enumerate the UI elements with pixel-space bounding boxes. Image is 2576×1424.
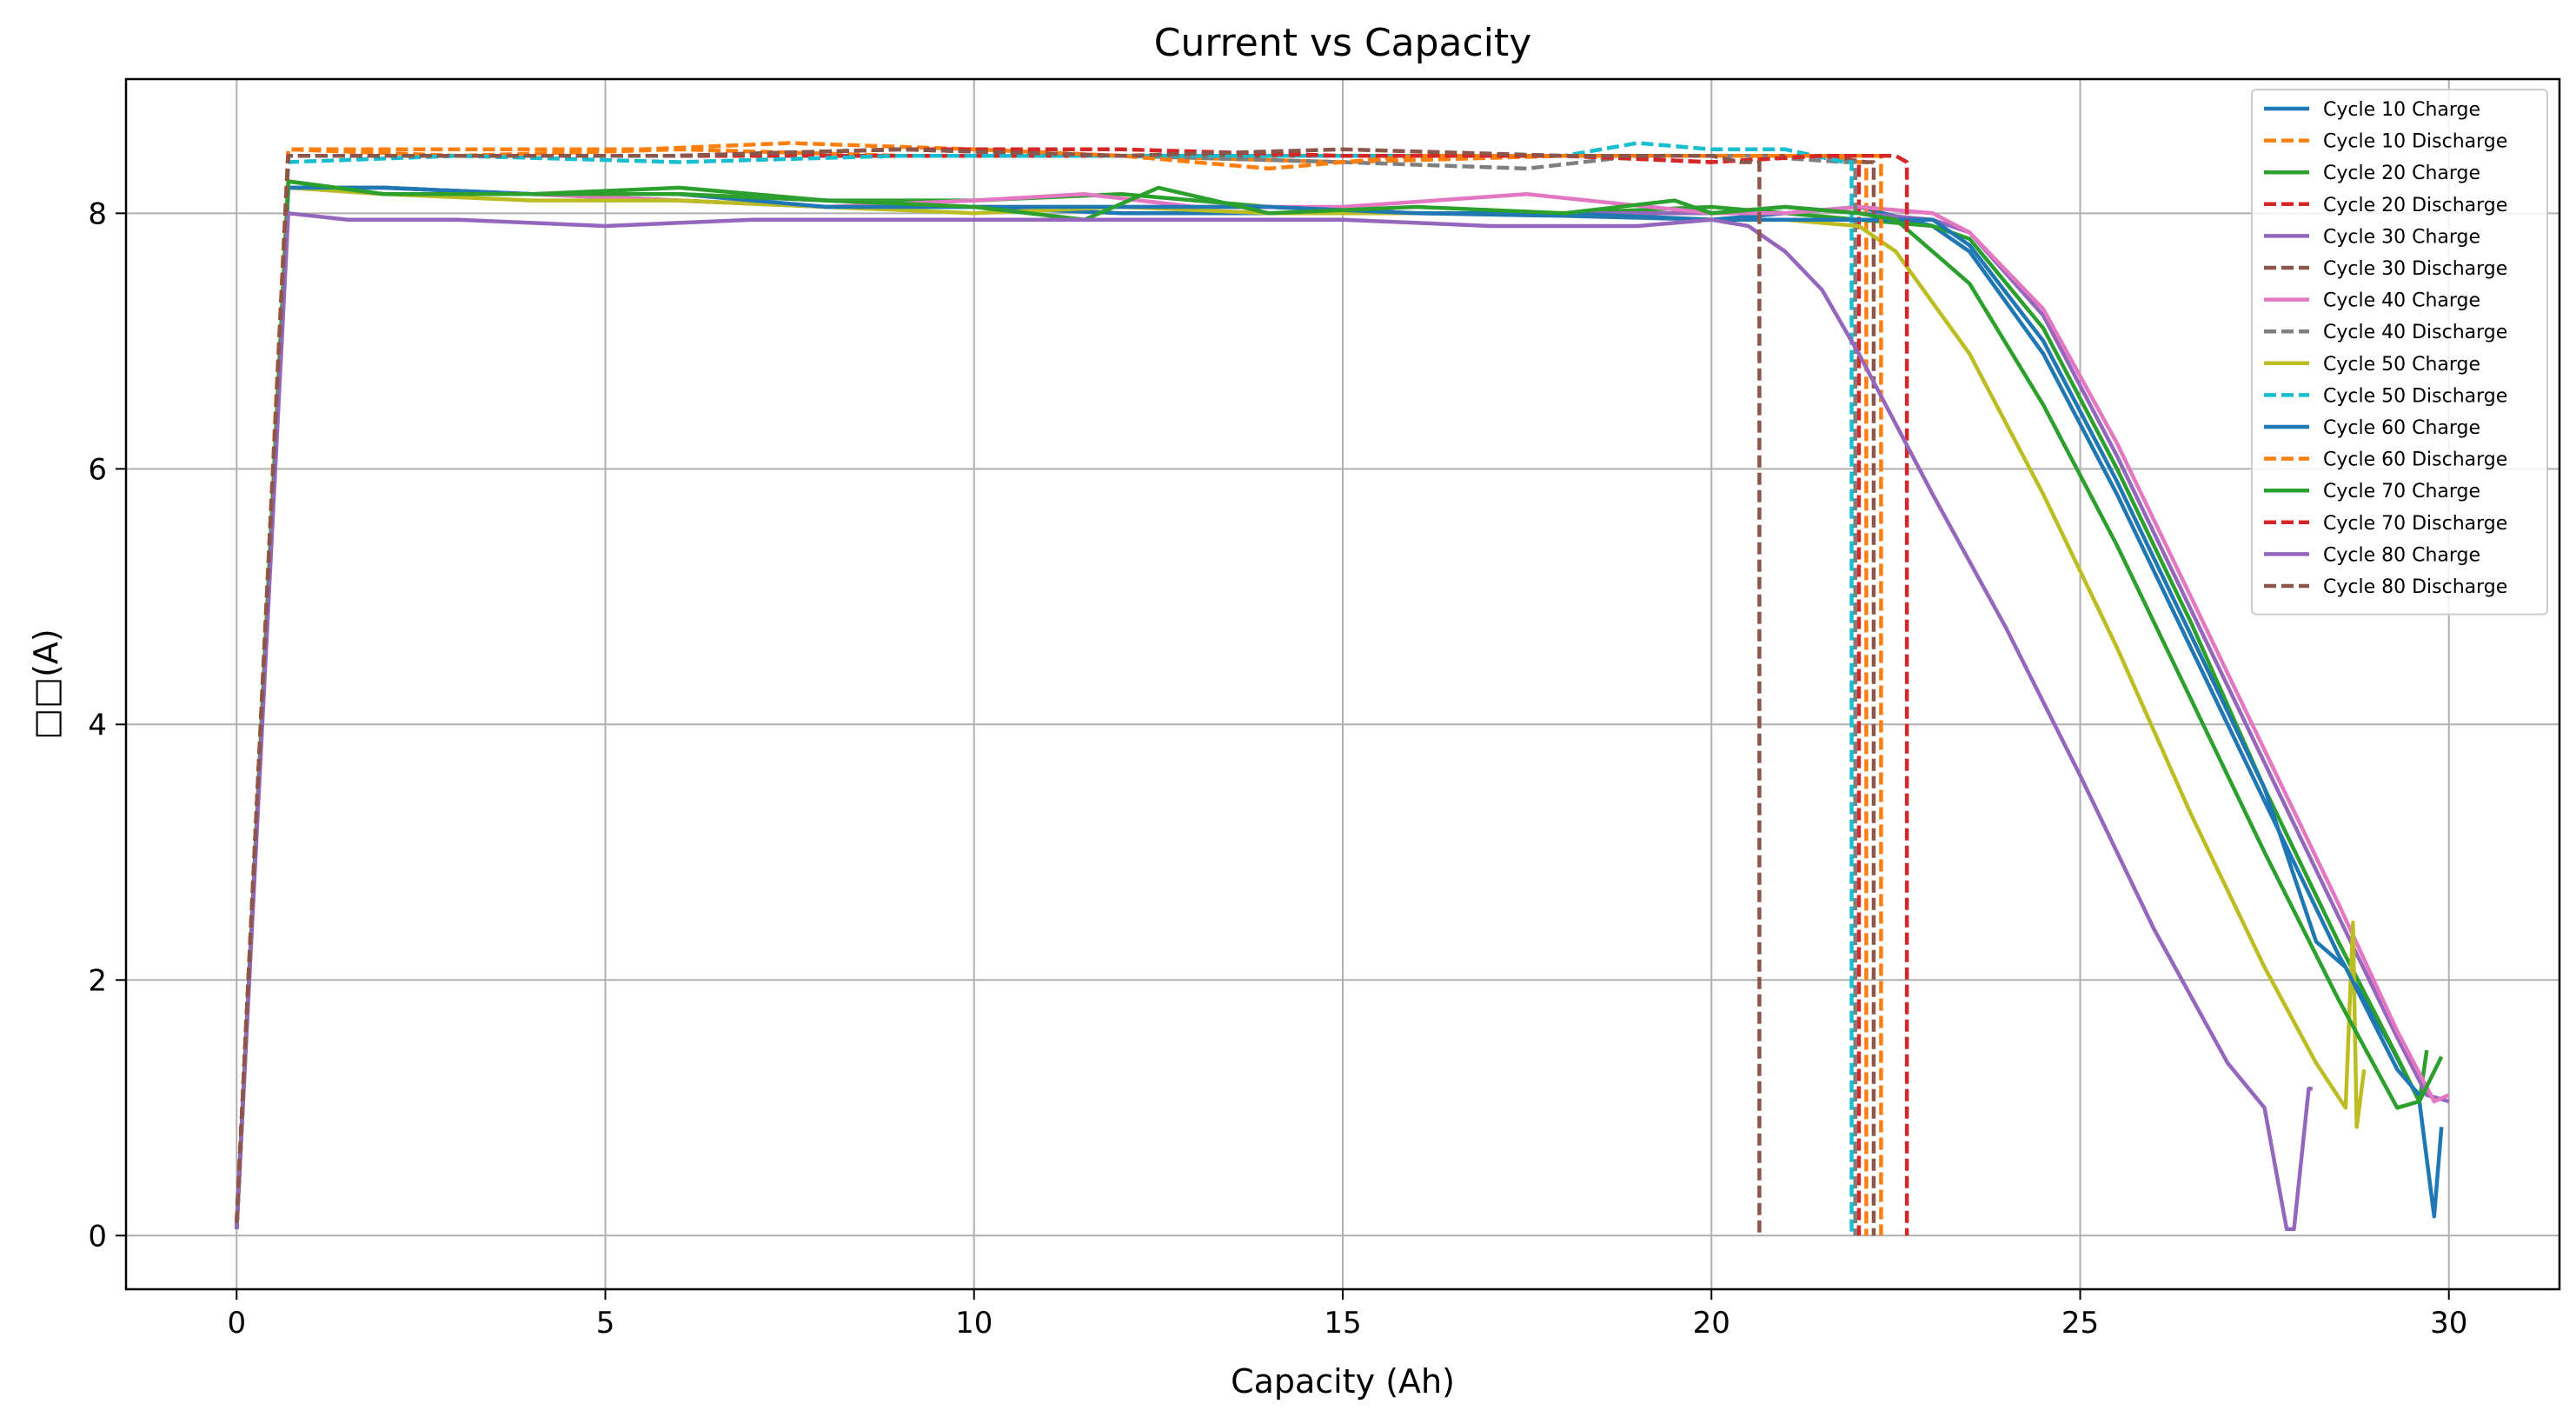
series-line-cycle-70-discharge xyxy=(235,147,1909,1236)
legend-box xyxy=(2251,89,2548,616)
legend-label: Cycle 20 Charge xyxy=(2323,163,2480,184)
series-line-cycle-10-charge xyxy=(235,185,2444,1230)
legend: Cycle 10 Charge Cycle 10 Discharge Cycle 2… xyxy=(2251,89,2548,616)
legend-label: Cycle 30 Discharge xyxy=(2323,258,2507,280)
series-line-cycle-20-discharge xyxy=(235,153,1862,1236)
legend-label: Cycle 80 Charge xyxy=(2323,544,2480,566)
series-line-cycle-70-charge xyxy=(235,179,2444,1230)
legend-label: Cycle 40 Discharge xyxy=(2323,322,2507,343)
x-tick-label: 30 xyxy=(2430,1306,2467,1341)
x-tick-label: 5 xyxy=(596,1306,615,1341)
series-line-cycle-10-discharge xyxy=(235,147,1869,1236)
y-tick-label: 4 xyxy=(88,708,107,742)
legend-label: Cycle 10 Charge xyxy=(2323,99,2480,121)
series-line-cycle-30-discharge xyxy=(235,147,1876,1236)
legend-label: Cycle 10 Discharge xyxy=(2323,131,2507,153)
x-tick-label: 25 xyxy=(2061,1306,2099,1341)
y-tick-label: 6 xyxy=(88,452,107,487)
y-tick-label: 0 xyxy=(88,1219,107,1254)
x-tick-label: 10 xyxy=(955,1306,993,1341)
series-line-cycle-60-charge xyxy=(235,185,2421,1230)
x-tick-label: 20 xyxy=(1693,1306,1730,1341)
legend-label: Cycle 60 Discharge xyxy=(2323,449,2507,471)
y-tick-label: 8 xyxy=(88,196,107,231)
legend-label: Cycle 40 Charge xyxy=(2323,290,2480,312)
series-line-cycle-50-discharge xyxy=(235,141,1854,1236)
legend-label: Cycle 70 Discharge xyxy=(2323,513,2507,535)
y-tick-label: 2 xyxy=(88,963,107,998)
series-lines xyxy=(235,141,2450,1236)
legend-label: Cycle 60 Charge xyxy=(2323,417,2480,439)
x-tick-label: 15 xyxy=(1324,1306,1361,1341)
series-line-cycle-40-discharge xyxy=(235,147,1857,1236)
series-line-cycle-60-discharge xyxy=(235,141,1883,1236)
legend-label: Cycle 80 Discharge xyxy=(2323,576,2507,598)
legend-label: Cycle 50 Discharge xyxy=(2323,385,2507,407)
series-line-cycle-80-charge xyxy=(235,211,2313,1232)
legend-label: Cycle 50 Charge xyxy=(2323,354,2480,376)
series-line-cycle-20-charge xyxy=(235,179,2429,1230)
x-tick-label: 0 xyxy=(227,1306,246,1341)
chart-title: Current vs Capacity xyxy=(1154,21,1531,65)
y-axis-title: □□(A) xyxy=(27,629,65,739)
axis-ticks: 0 5 10 15 20 25 30 0 2 4 6 8 xyxy=(88,196,2467,1341)
legend-label: Cycle 70 Charge xyxy=(2323,481,2480,502)
series-line-cycle-80-discharge xyxy=(235,147,1762,1236)
grid xyxy=(126,79,2559,1289)
x-axis-title: Capacity (Ah) xyxy=(1231,1362,1455,1401)
legend-label: Cycle 20 Discharge xyxy=(2323,195,2507,216)
legend-label: Cycle 30 Charge xyxy=(2323,226,2480,248)
